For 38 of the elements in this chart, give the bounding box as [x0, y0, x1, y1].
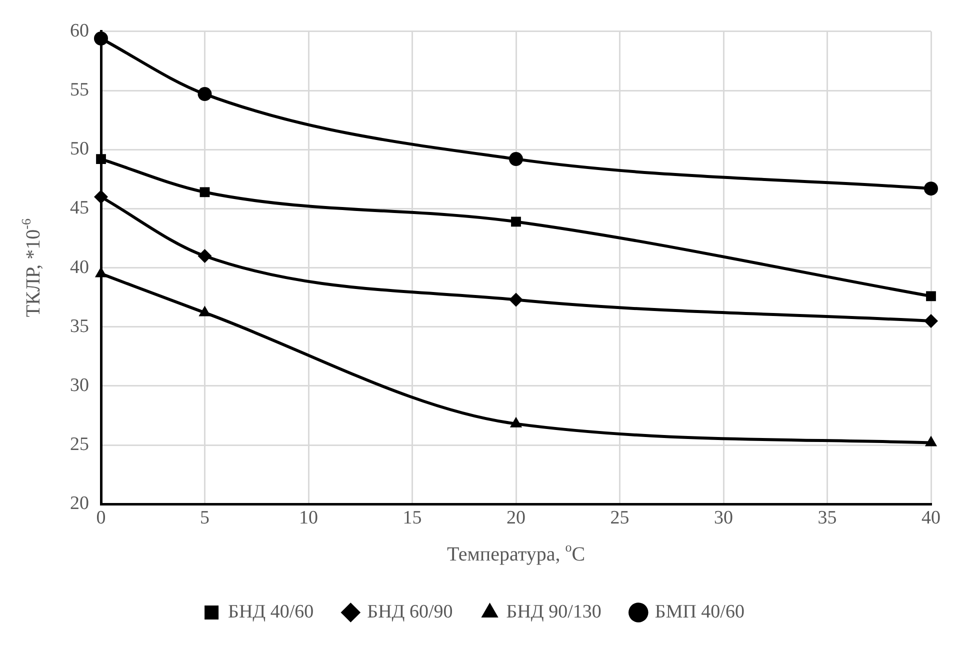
y-tick-label: 25 — [70, 434, 89, 456]
point — [96, 154, 106, 164]
legend-label: БНД 90/130 — [506, 601, 602, 622]
point — [924, 314, 938, 328]
point — [511, 216, 521, 227]
point — [924, 182, 938, 196]
x-tick-label: 10 — [299, 508, 318, 529]
point — [926, 291, 936, 302]
y-tick-label: 35 — [70, 316, 89, 337]
x-tick-label: 5 — [200, 508, 210, 529]
x-tick-label: 20 — [506, 508, 526, 529]
point — [509, 292, 523, 307]
x-tick-label: 30 — [714, 508, 733, 529]
y-tick-label: 45 — [70, 198, 89, 219]
point — [94, 190, 108, 204]
x-tick-label: 0 — [96, 508, 106, 529]
point — [200, 187, 210, 198]
point — [198, 87, 212, 102]
y-tick-label: 60 — [70, 20, 89, 42]
point — [509, 152, 523, 166]
legend-label: БНД 60/90 — [367, 601, 453, 622]
x-tick-label: 40 — [922, 508, 940, 529]
y-tick-label: 55 — [70, 79, 89, 100]
point — [94, 31, 108, 46]
y-axis-title: ТКЛР, *10-6 — [18, 218, 44, 318]
point — [198, 248, 212, 263]
x-tick-label: 35 — [818, 508, 837, 529]
y-tick-label: 40 — [70, 256, 89, 278]
x-tick-label: 15 — [402, 508, 422, 529]
legend-label: БНД 40/60 — [228, 601, 314, 622]
legend-label: БМП 40/60 — [654, 601, 744, 622]
point — [198, 306, 211, 316]
point — [924, 436, 938, 446]
point — [510, 416, 522, 428]
y-tick-label: 30 — [70, 374, 89, 396]
y-tick-label: 50 — [70, 138, 89, 160]
x-tick-label: 25 — [610, 508, 630, 529]
y-tick-label: 20 — [70, 493, 89, 514]
